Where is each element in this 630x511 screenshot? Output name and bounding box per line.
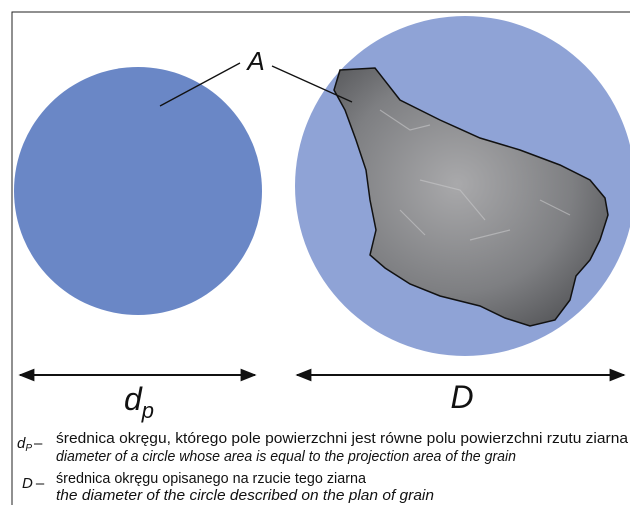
area-label: A bbox=[245, 46, 264, 76]
subscript: P bbox=[25, 443, 32, 454]
dash: – bbox=[34, 435, 43, 452]
subscript: p bbox=[141, 398, 154, 423]
small-diameter-label: dp bbox=[124, 381, 154, 423]
diagram: A dp D dP– średnica okręgu, którego pole… bbox=[0, 0, 630, 511]
legend-polish: średnica okręgu, którego pole powierzchn… bbox=[56, 430, 629, 447]
dash: – bbox=[36, 475, 45, 492]
legend-english: the diameter of the circle described on … bbox=[56, 487, 434, 504]
equivalent-circle bbox=[14, 67, 262, 315]
legend-symbol: D– bbox=[22, 475, 45, 492]
large-diameter-label: D bbox=[450, 379, 473, 415]
symbol: d bbox=[124, 381, 143, 417]
symbol: D bbox=[22, 475, 33, 492]
legend-symbol: dP– bbox=[17, 435, 43, 454]
legend-english: diameter of a circle whose area is equal… bbox=[56, 448, 516, 465]
legend-polish: średnica okręgu opisanego na rzucie tego… bbox=[56, 470, 367, 487]
